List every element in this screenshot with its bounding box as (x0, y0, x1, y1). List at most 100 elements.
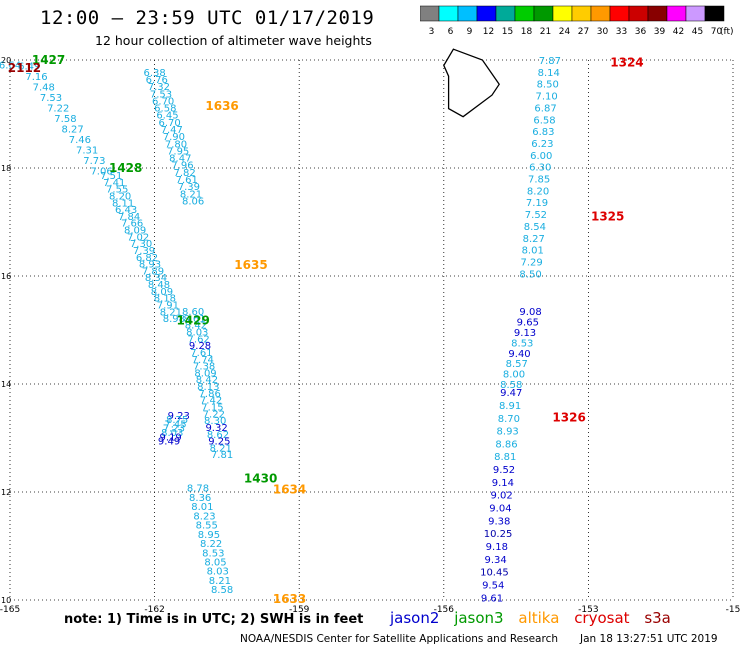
y-tick-label: 16 (1, 272, 11, 281)
wave-height-value: 8.03 (186, 328, 208, 339)
wave-height-value: 9.61 (481, 593, 503, 604)
wave-height-value: 8.21 (209, 576, 231, 587)
pass-time-label: 1429 (176, 313, 209, 327)
pass-time-label: 1636 (205, 99, 238, 113)
wave-height-value: 8.53 (511, 338, 533, 349)
wave-height-value: 6.30 (529, 163, 551, 174)
wave-height-value: 9.47 (500, 388, 522, 399)
wave-height-value: 8.27 (62, 125, 84, 136)
wave-height-value: 7.31 (76, 146, 98, 157)
wave-height-value: 8.09 (151, 287, 173, 298)
wave-height-value: 7.29 (520, 257, 542, 268)
page-title: 12:00 – 23:59 UTC 01/17/2019 (40, 7, 375, 29)
wave-height-value: 7.38 (193, 362, 215, 373)
wave-height-value: 8.03 (207, 567, 229, 578)
wave-height-value: 7.22 (203, 409, 225, 420)
scale-label: 36 (635, 27, 647, 37)
wave-height-value: 8.70 (498, 414, 520, 425)
wave-height-value: 8.21 (180, 189, 202, 200)
wave-height-value: 7.19 (526, 198, 548, 209)
wave-height-value: 7.10 (535, 92, 557, 103)
wave-height-value: 7.22 (47, 104, 69, 115)
wave-height-value: 8.91 (499, 401, 521, 412)
wave-height-value: 9.54 (482, 580, 504, 591)
scale-label: 24 (559, 27, 571, 37)
wave-height-value: 7.42 (200, 396, 222, 407)
wave-height-value: 8.47 (169, 154, 191, 165)
wave-height-value: 6.58 (533, 115, 555, 126)
wave-height-value: 8.18 (154, 294, 176, 305)
wave-height-value: 7.23 (163, 424, 185, 435)
wave-height-value: 8.75 (166, 415, 188, 426)
wave-height-value: 9.04 (489, 504, 511, 515)
wave-height-value: 7.45 (164, 419, 186, 430)
scale-swatch (704, 5, 725, 22)
x-tick-label: -153 (578, 605, 598, 615)
wave-height-value: 7.39 (133, 246, 155, 257)
wave-height-value: 7.89 (142, 266, 164, 277)
wave-height-value: 7.62 (188, 334, 210, 345)
wave-height-value: 7.96 (171, 161, 193, 172)
legend-jason2: jason2 (390, 609, 440, 627)
wave-height-value: 7.81 (211, 450, 233, 461)
wave-height-value: 8.60 (182, 307, 204, 318)
wave-height-value: 7.74 (192, 355, 214, 366)
x-tick-label: -15 (726, 605, 740, 615)
wave-height-value: 7.86 (199, 389, 221, 400)
x-tick-label: -159 (289, 605, 310, 615)
pass-time-label: 1326 (552, 410, 585, 424)
y-tick-label: 10 (1, 596, 11, 605)
wave-height-value: 6.00 (530, 151, 552, 162)
x-tick-label: -162 (144, 605, 164, 615)
wave-height-value: 8.57 (506, 359, 528, 370)
wave-height-value: 6.64 (0, 60, 21, 71)
wave-height-value: 9.28 (189, 341, 211, 352)
scale-label: 6 (448, 27, 454, 37)
wave-height-value: 7.73 (83, 156, 105, 167)
wave-height-value: 7.46 (69, 135, 91, 146)
wave-height-value: 7.02 (127, 232, 149, 243)
wave-height-value: 6.70 (152, 96, 174, 107)
wave-height-value: 7.53 (150, 89, 172, 100)
page-subtitle: 12 hour collection of altimeter wave hei… (95, 33, 372, 48)
wave-height-value: 8.06 (182, 196, 204, 207)
wave-height-value: 8.21 (160, 307, 182, 318)
wave-height-value: 8.20 (527, 186, 549, 197)
wave-height-value: 6.43 (115, 205, 137, 216)
wave-height-value: 6.87 (534, 103, 556, 114)
wave-height-value: 8.36 (189, 493, 211, 504)
wave-height-value: 9.25 (208, 437, 230, 448)
wave-height-value: 8.21 (210, 443, 232, 454)
wave-height-value: 6.38 (143, 68, 165, 79)
wave-height-value: 7.58 (54, 114, 76, 125)
wave-height-value: 7.66 (121, 219, 143, 230)
scale-label: 33 (616, 27, 627, 37)
wave-height-value: 7.53 (40, 93, 62, 104)
wave-height-value: 8.03 (161, 428, 183, 439)
pass-time-label: 1635 (234, 258, 267, 272)
scale-label: 27 (578, 27, 589, 37)
wave-height-value: 8.58 (211, 585, 233, 596)
scale-unit: (ft) (720, 27, 734, 37)
wave-height-value: 8.86 (495, 439, 517, 450)
wave-height-value: 7.06 (90, 167, 112, 178)
pass-time-label: 1634 (273, 482, 306, 496)
pass-time-label: 1324 (610, 56, 643, 70)
scale-label: 18 (521, 27, 533, 37)
wave-height-value: 8.01 (191, 502, 213, 513)
wave-height-value: 8.50 (519, 269, 541, 280)
pass-time-label: 1325 (591, 210, 624, 224)
legend-cryosat: cryosat (574, 609, 630, 627)
y-tick-label: 12 (1, 488, 11, 497)
pass-time-label: 1430 (244, 472, 277, 486)
wave-height-value: 7.16 (25, 72, 47, 83)
wave-height-value: 8.55 (196, 521, 218, 532)
wave-height-value: 7.84 (118, 212, 140, 223)
wave-height-value: 7.55 (106, 185, 128, 196)
wave-height-value: 9.19 (160, 432, 182, 443)
wave-height-value: 8.58 (500, 380, 522, 391)
y-tick-label: 14 (1, 380, 11, 389)
wave-height-value: 7.87 (539, 56, 561, 67)
wave-height-value: 7.82 (173, 168, 195, 179)
wave-height-value: 8.42 (185, 321, 207, 332)
